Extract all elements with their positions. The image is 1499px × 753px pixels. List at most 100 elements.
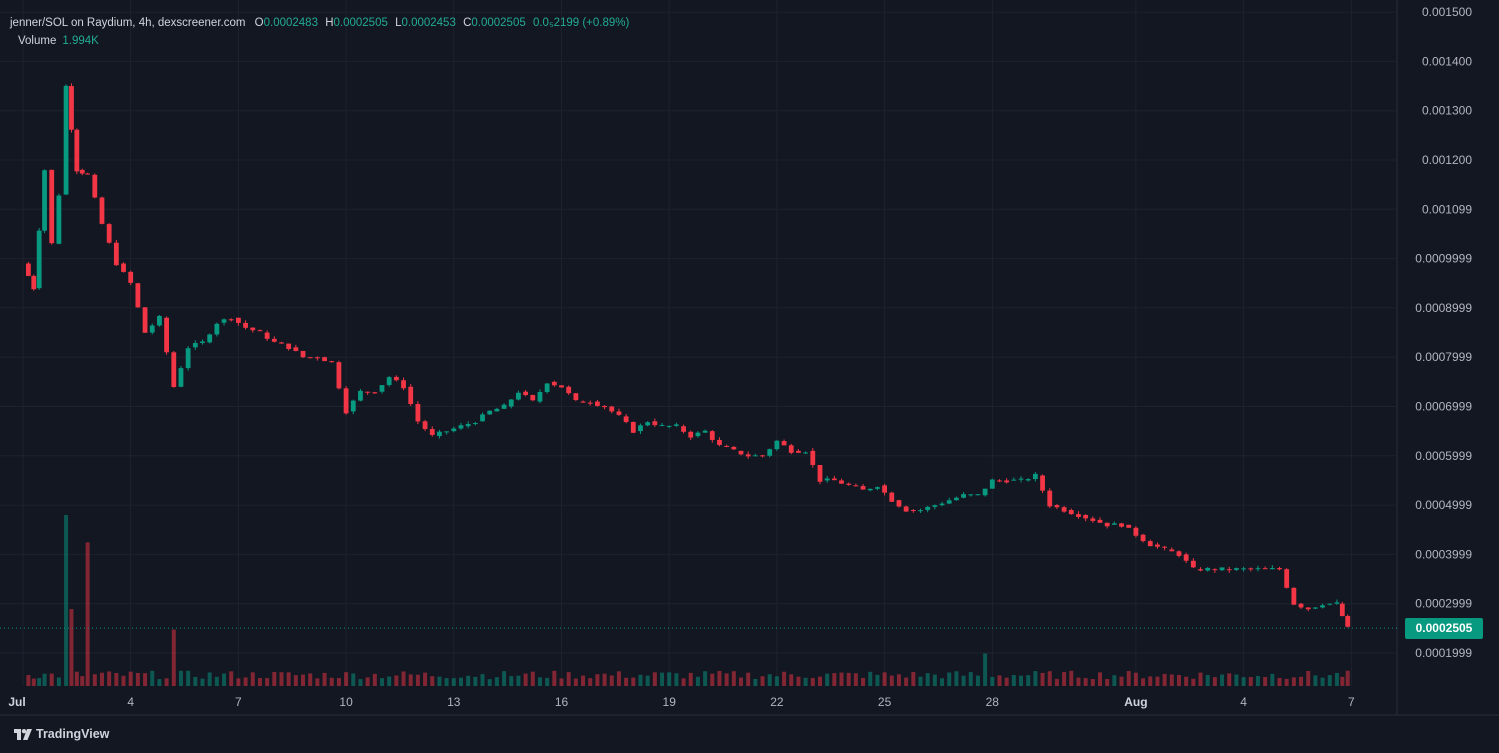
volume-bar [1234,674,1239,686]
tradingview-logo[interactable]: TradingView [14,727,109,741]
candle-body [336,362,342,389]
volume-bar [997,675,1002,686]
volume-bar [164,678,169,686]
volume-bar [1054,678,1059,686]
volume-bar [150,670,155,686]
candle-body [1219,567,1225,571]
volume-bar [710,673,715,686]
volume-bar [624,677,629,686]
volume-bar [423,672,428,686]
volume-bar [466,675,471,686]
volume-bar [889,675,894,686]
candle-body [350,400,356,412]
volume-bar [588,678,593,686]
candle-body [1327,603,1333,605]
volume-bar [660,672,665,686]
volume-bar [487,679,492,686]
volume-bar [380,678,384,686]
volume-bar [358,679,363,686]
volume-bar [178,670,183,686]
candle-body [788,445,794,453]
candle-body [652,421,658,426]
candle-body [616,411,622,415]
candle-body [1032,473,1038,480]
candle-body [767,449,773,456]
candle-body [681,426,686,432]
volume-bar [37,678,42,686]
volume-bar [1083,678,1088,686]
candle-body [760,455,765,457]
candle-body [673,424,679,426]
volume-bar [430,676,435,686]
volume-bar [265,678,270,686]
volume-bar [128,671,133,686]
candle-body [200,341,205,344]
volume-bar [825,673,830,686]
volume-bar [1176,674,1181,686]
volume-bar [250,672,255,686]
volume-bar [609,675,614,686]
price-axis-label: 0.001400 [1422,54,1472,68]
volume-bar [681,678,686,686]
volume-bar [1284,678,1289,686]
volume-bar [1227,673,1232,686]
volume-label: Volume [18,35,57,47]
candle-body [580,401,586,403]
volume-bar [1090,679,1095,686]
candle-body [796,450,801,453]
volume-bar [552,670,557,686]
volume-bar [1299,676,1304,686]
volume-bar [157,679,162,686]
candle-body [121,263,126,272]
candle-body [1083,514,1089,519]
volume-bar [789,674,794,686]
candle-body [1345,616,1351,627]
volume-bar [401,671,406,686]
price-axis-label: 0.0002999 [1415,597,1472,611]
candle-body [1025,479,1031,481]
time-axis-label: 28 [986,695,1000,709]
volume-bar [530,671,535,686]
volume-bar [537,677,542,686]
volume-bar [1248,677,1253,686]
candle-body [889,492,895,502]
volume-bar [667,672,672,686]
candle-body [1004,480,1010,483]
volume-bar [1148,676,1153,686]
volume-bar [1212,677,1217,686]
volume-bar [31,678,36,686]
volume-bar [1205,674,1210,686]
volume-bar [774,676,779,686]
candle-body [968,494,974,496]
candle-body [365,391,371,393]
candle-body [408,386,414,405]
volume-bar [329,677,334,686]
candle-body [422,421,428,430]
candle-body [1269,568,1275,570]
candle-body [49,169,55,244]
candle-body [666,425,672,427]
time-axis-label: Jul [8,695,25,709]
candle-body [307,357,313,359]
volume-bar [1098,672,1102,686]
volume-bar [1004,677,1009,686]
candle-body [329,361,335,363]
volume-bar [92,674,97,686]
volume-bar [351,673,356,686]
volume-bar [616,671,621,686]
volume-bar [279,672,284,686]
candle-body [135,283,141,308]
candle-body [846,483,852,485]
candle-body [113,242,119,266]
volume-bar [322,672,327,686]
volume-bar [1040,672,1045,686]
volume-bar [451,678,456,686]
volume-legend: Volume 1.994K [18,35,99,47]
candle-body [989,479,995,489]
volume-bar [372,673,377,686]
volume-bar [494,677,499,686]
candle-body [724,445,730,447]
time-axis-label: 4 [1240,695,1247,709]
candle-body [910,510,916,512]
